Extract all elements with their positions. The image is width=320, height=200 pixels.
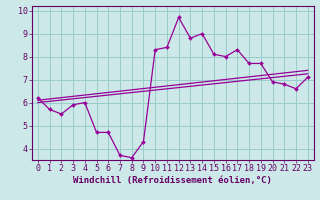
X-axis label: Windchill (Refroidissement éolien,°C): Windchill (Refroidissement éolien,°C) [73,176,272,185]
